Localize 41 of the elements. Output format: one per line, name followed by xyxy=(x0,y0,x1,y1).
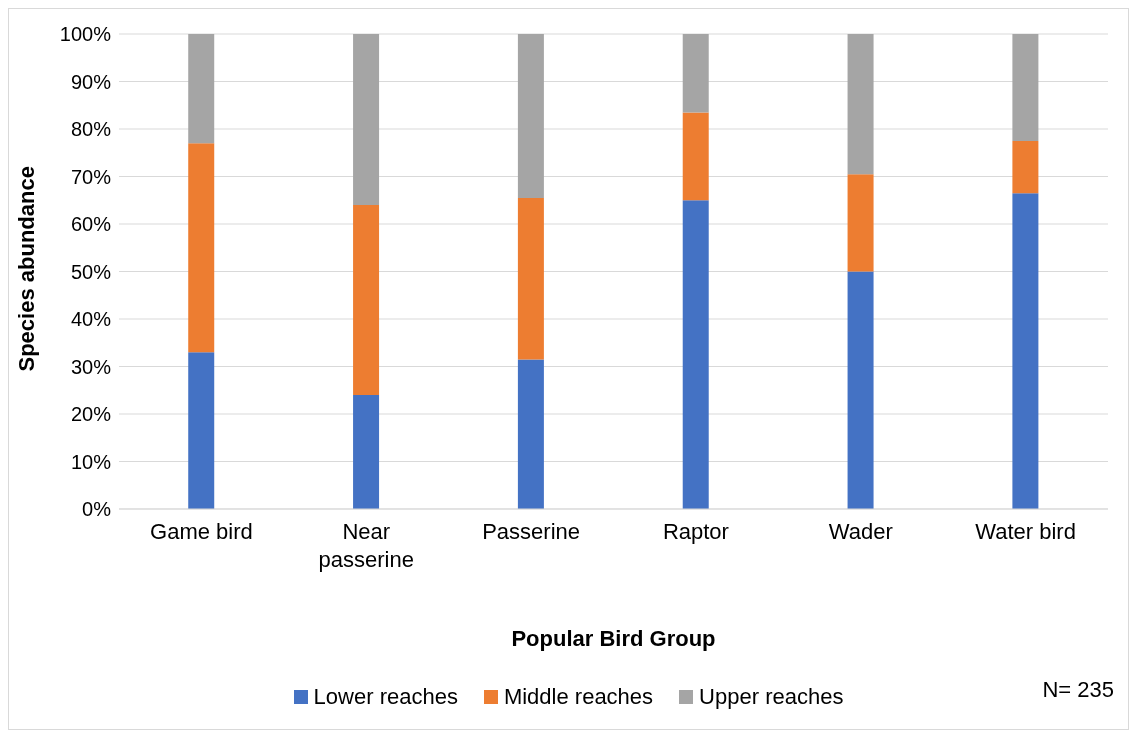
y-tick-label: 20% xyxy=(70,403,112,426)
y-tick-label: 100% xyxy=(59,23,112,46)
bar xyxy=(517,197,544,360)
bar xyxy=(517,359,544,509)
x-axis-title: Popular Bird Group xyxy=(510,626,717,652)
bar xyxy=(353,205,380,395)
bar xyxy=(847,34,874,175)
legend-label: Middle reaches xyxy=(502,684,654,710)
bar xyxy=(682,34,709,113)
x-tick-label: Raptor xyxy=(662,519,729,544)
x-tick-label: Water bird xyxy=(975,519,1076,544)
bar xyxy=(353,34,380,205)
bar xyxy=(1012,140,1039,194)
y-tick-label: 40% xyxy=(70,308,112,331)
x-tick-label: Passerine xyxy=(482,519,581,544)
x-tick-label: Wader xyxy=(828,519,893,544)
bar xyxy=(517,34,544,198)
y-tick-label: 50% xyxy=(70,260,112,283)
y-tick-label: 90% xyxy=(70,70,112,93)
bar xyxy=(1012,34,1039,141)
legend-label: Lower reaches xyxy=(312,684,458,710)
bar xyxy=(1012,193,1039,509)
y-tick-label: 60% xyxy=(70,213,112,236)
bar xyxy=(682,112,709,201)
bar xyxy=(682,200,709,509)
bar xyxy=(847,271,874,509)
bar xyxy=(353,395,380,509)
text: N= 235 xyxy=(1042,677,1114,703)
bar xyxy=(847,174,874,272)
y-tick-label: 10% xyxy=(70,450,112,473)
x-tick-label: Game bird xyxy=(150,519,253,544)
bar xyxy=(188,143,215,353)
bar xyxy=(188,34,215,144)
y-tick-label: 80% xyxy=(70,118,112,141)
y-axis-title: Species abundance xyxy=(13,166,39,372)
y-tick-label: 0% xyxy=(82,498,112,521)
bar xyxy=(188,352,215,509)
y-tick-label: 30% xyxy=(70,355,112,378)
legend-label: Upper reaches xyxy=(698,684,844,710)
y-tick-label: 70% xyxy=(70,165,112,188)
x-tick-label: Near passerine xyxy=(318,519,414,572)
